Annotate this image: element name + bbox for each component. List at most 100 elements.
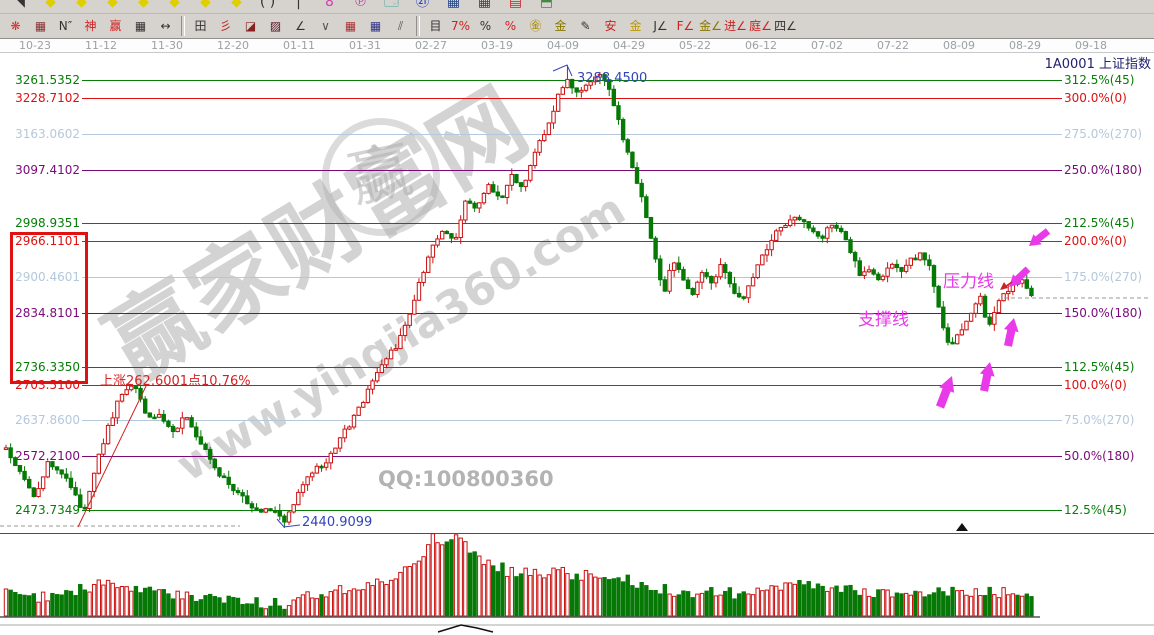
candle <box>843 231 849 241</box>
f-angle-icon[interactable]: F∠ <box>676 19 695 33</box>
candle <box>384 358 389 366</box>
volume-bar <box>384 583 389 617</box>
gann-wheel-icon[interactable]: ❋ <box>10 19 21 33</box>
fan-box-icon[interactable]: ◪ <box>244 19 257 33</box>
calendar-21-icon[interactable]: ㉑ <box>415 0 430 10</box>
volume-bar <box>203 595 208 617</box>
volume-bar <box>152 590 157 617</box>
volume-bar <box>792 583 797 617</box>
flag-diamond-icon[interactable]: ◆ <box>169 0 180 10</box>
candle <box>658 258 663 281</box>
candle <box>156 413 162 418</box>
price-label-left: 3097.4102 <box>15 163 80 177</box>
percent-label-right: 150.0%(180) <box>1064 306 1143 320</box>
grid-arrow-icon[interactable]: ▦ <box>369 19 382 33</box>
percent-label-right: 312.5%(45) <box>1064 73 1135 87</box>
angle-fan-icon[interactable]: ∠ <box>295 19 306 33</box>
four-angle-icon[interactable]: 四∠ <box>774 19 797 33</box>
volume-bar <box>555 569 561 617</box>
ruler-grid-icon[interactable]: ▦ <box>134 19 147 33</box>
flag-diamond-icon[interactable]: ◆ <box>200 0 211 10</box>
volume-bar <box>690 597 695 617</box>
volume-bar <box>407 566 412 617</box>
parallel-lines-icon[interactable]: ⫽ <box>397 19 404 33</box>
percent-lines-icon[interactable]: % <box>504 19 517 33</box>
flag-diamond-icon[interactable]: ◆ <box>76 0 87 10</box>
gold-lines-icon[interactable]: 金 <box>554 19 567 33</box>
zigzag-icon[interactable]: ∨ <box>321 19 330 33</box>
volume-bar <box>22 594 27 617</box>
volume-bar <box>588 573 593 617</box>
candle <box>695 281 700 295</box>
an-lines-icon[interactable]: 安 <box>604 19 617 33</box>
candle <box>147 412 153 418</box>
table2-icon[interactable]: ▦ <box>477 0 492 10</box>
candle <box>96 453 101 474</box>
candle <box>992 312 997 325</box>
price-label-left: 2637.8600 <box>15 413 80 427</box>
gold2-angle-icon[interactable]: 金∠ <box>699 19 722 33</box>
flag-diamond-icon[interactable]: ◆ <box>138 0 149 10</box>
volume-bar <box>718 594 723 617</box>
volume-bar <box>486 559 491 617</box>
j-angle-icon[interactable]: J∠ <box>653 19 668 33</box>
percent-icon[interactable]: % <box>479 19 492 33</box>
gold-angle-icon[interactable]: 金 <box>629 19 642 33</box>
candle <box>198 436 204 445</box>
volume-bar <box>815 583 821 617</box>
volume-bar <box>616 577 621 617</box>
n-wave-icon[interactable]: N″ <box>58 19 73 33</box>
vline-icon[interactable]: | <box>296 0 301 10</box>
ying-tool-icon[interactable]: 赢 <box>109 19 122 33</box>
qq-contact-label: QQ:100800360 <box>378 467 554 491</box>
volume-bar <box>955 590 960 617</box>
flag-diamond-icon[interactable]: ◆ <box>231 0 242 10</box>
volume-bar <box>1024 593 1029 617</box>
shen-tool-icon[interactable]: 神 <box>84 19 97 33</box>
volume-bar <box>231 596 236 617</box>
candle <box>430 244 436 258</box>
candle <box>509 173 514 186</box>
grid-red-icon[interactable]: ▦ <box>344 19 357 33</box>
gann-grid-icon[interactable]: 田 <box>194 19 207 33</box>
candle <box>421 271 426 283</box>
candle <box>1006 290 1011 295</box>
candle <box>667 269 672 292</box>
window-icon[interactable]: 🗔 <box>383 0 400 10</box>
candle <box>124 389 129 395</box>
volume-bar <box>778 589 784 617</box>
brush-icon[interactable]: ✎ <box>580 19 591 33</box>
volume-bar <box>978 595 983 617</box>
p-box-icon[interactable]: ℗ <box>353 0 368 10</box>
candle <box>783 225 788 228</box>
save-icon[interactable]: ▤ <box>508 0 523 10</box>
gold-circle-icon[interactable]: ㊎ <box>529 19 542 33</box>
candle <box>175 427 180 433</box>
candle <box>676 262 681 270</box>
draw-tool-icon[interactable]: ◥ <box>14 0 25 10</box>
flag-diamond-icon[interactable]: ◆ <box>107 0 118 10</box>
percent-label-right: 112.5%(45) <box>1064 360 1135 374</box>
candle <box>486 184 491 194</box>
candle <box>834 224 839 229</box>
ting-angle-icon[interactable]: 庭∠ <box>749 19 772 33</box>
stats-icon[interactable]: 目 <box>429 19 442 33</box>
brackets-icon[interactable]: ( ) <box>259 0 276 10</box>
table-icon[interactable]: ▦ <box>446 0 461 10</box>
volume-bar <box>518 573 524 617</box>
volume-bar <box>449 539 454 617</box>
gann-square-icon[interactable]: ▦ <box>34 19 47 33</box>
flag-diamond-icon[interactable]: ◆ <box>45 0 56 10</box>
candle <box>523 179 528 188</box>
fan-square-icon[interactable]: ▨ <box>269 19 282 33</box>
print-icon[interactable]: ⬒ <box>539 0 554 10</box>
volume-bar <box>254 597 259 617</box>
pink-8-icon[interactable]: 8 <box>325 0 334 10</box>
candle <box>152 416 157 420</box>
speed-angle-icon[interactable]: 进∠ <box>724 19 747 33</box>
seven-percent-icon[interactable]: 7% <box>450 19 471 33</box>
candle <box>959 329 965 336</box>
width-measure-icon[interactable]: ↔ <box>160 19 171 33</box>
gann-fan-icon[interactable]: 彡 <box>219 19 232 33</box>
